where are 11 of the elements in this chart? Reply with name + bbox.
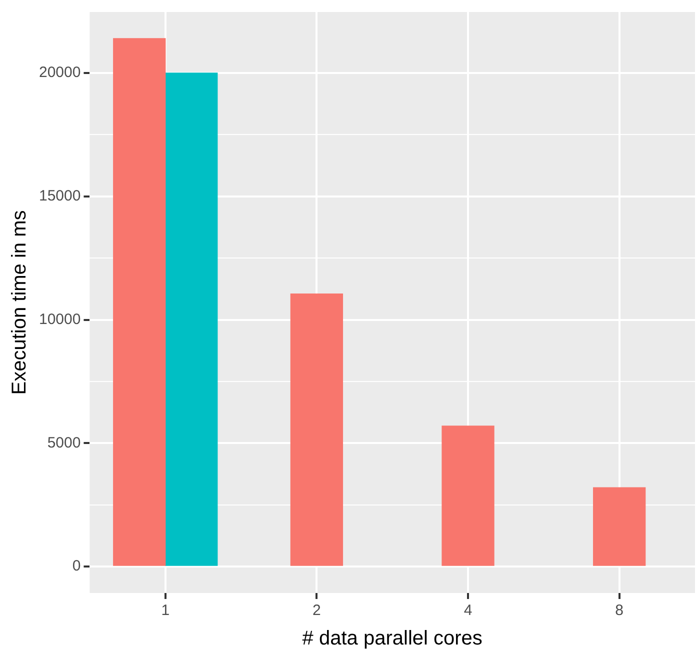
x-tick-label: 1 <box>161 602 170 620</box>
x-tick-label: 4 <box>464 602 472 620</box>
y-tick-label: 20000 <box>38 64 81 82</box>
x-axis-title: # data parallel cores <box>302 628 482 650</box>
x-tick-label: 2 <box>312 602 321 620</box>
y-tick-label: 5000 <box>47 434 81 452</box>
y-tick-label: 15000 <box>38 188 81 205</box>
y-tick-label: 0 <box>72 558 81 575</box>
y-tick-label: 10000 <box>38 310 81 328</box>
x-tick-label: 8 <box>615 602 624 620</box>
y-axis-title: Execution time in ms <box>8 210 31 395</box>
